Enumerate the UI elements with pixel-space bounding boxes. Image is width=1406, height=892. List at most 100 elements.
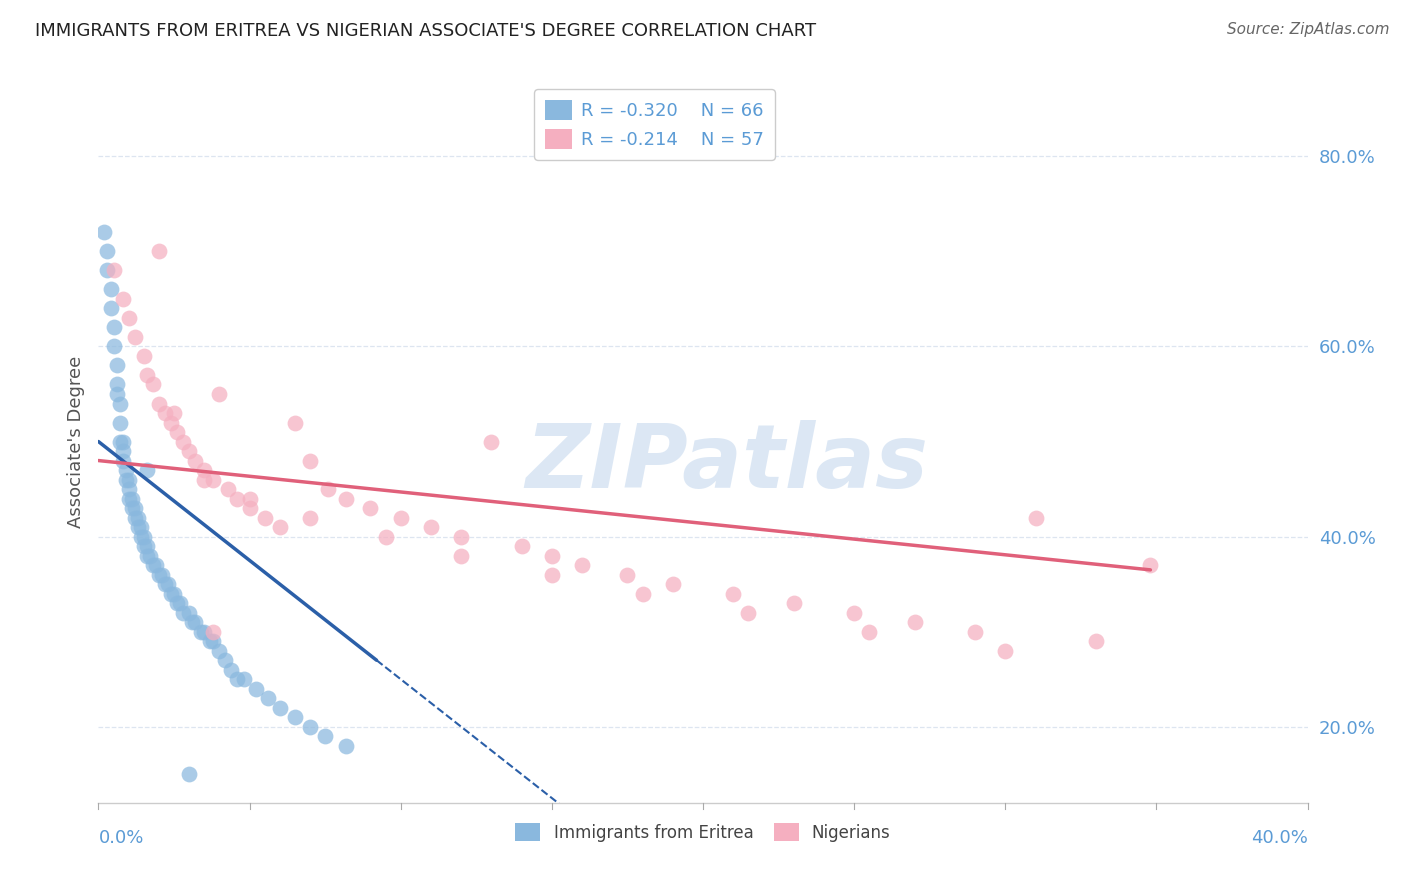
Point [150, 567, 173, 582]
Point [132, 539, 155, 553]
Y-axis label: Associate's Degree: Associate's Degree [66, 355, 84, 528]
Point [172, 606, 194, 620]
Point [105, 377, 128, 392]
Point [132, 349, 155, 363]
Point [179, 767, 201, 781]
Point [232, 672, 254, 686]
Point [184, 615, 207, 630]
Point [253, 510, 276, 524]
Point [118, 473, 141, 487]
Point [118, 491, 141, 506]
Point [163, 587, 186, 601]
Point [299, 510, 322, 524]
Point [103, 339, 125, 353]
Point [121, 501, 143, 516]
Point [540, 549, 562, 563]
Point [202, 473, 225, 487]
Point [994, 643, 1017, 657]
Point [93, 226, 115, 240]
Point [844, 606, 866, 620]
Point [172, 434, 194, 449]
Point [118, 482, 141, 496]
Point [284, 416, 307, 430]
Point [184, 453, 207, 467]
Point [226, 491, 249, 506]
Point [420, 520, 443, 534]
Point [200, 634, 222, 648]
Point [156, 577, 179, 591]
Point [135, 549, 157, 563]
Point [1085, 634, 1108, 648]
Point [142, 558, 165, 573]
Point [105, 387, 128, 401]
Point [193, 624, 215, 639]
Point [181, 615, 204, 630]
Point [269, 520, 291, 534]
Point [166, 596, 188, 610]
Point [540, 567, 562, 582]
Point [153, 577, 176, 591]
Point [111, 453, 134, 467]
Point [737, 606, 759, 620]
Point [661, 577, 683, 591]
Point [127, 510, 149, 524]
Point [616, 567, 638, 582]
Point [179, 606, 201, 620]
Point [335, 491, 357, 506]
Point [148, 567, 170, 582]
Text: 40.0%: 40.0% [1251, 830, 1308, 847]
Point [783, 596, 806, 610]
Point [124, 510, 146, 524]
Point [129, 520, 152, 534]
Point [96, 263, 118, 277]
Text: IMMIGRANTS FROM ERITREA VS NIGERIAN ASSOCIATE'S DEGREE CORRELATION CHART: IMMIGRANTS FROM ERITREA VS NIGERIAN ASSO… [35, 22, 817, 40]
Point [103, 263, 125, 277]
Point [374, 530, 396, 544]
Point [160, 416, 183, 430]
Point [221, 663, 243, 677]
Point [571, 558, 593, 573]
Text: Source: ZipAtlas.com: Source: ZipAtlas.com [1226, 22, 1389, 37]
Point [169, 596, 191, 610]
Point [108, 434, 131, 449]
Point [226, 672, 249, 686]
Point [135, 539, 157, 553]
Point [481, 434, 503, 449]
Point [202, 634, 225, 648]
Point [239, 501, 262, 516]
Point [148, 396, 170, 410]
Point [284, 710, 307, 724]
Point [160, 587, 183, 601]
Point [111, 292, 134, 306]
Point [108, 416, 131, 430]
Point [389, 510, 412, 524]
Point [118, 310, 141, 325]
Point [965, 624, 987, 639]
Point [335, 739, 357, 753]
Point [148, 244, 170, 259]
Point [132, 530, 155, 544]
Point [214, 653, 236, 667]
Point [111, 444, 134, 458]
Point [114, 473, 136, 487]
Point [245, 681, 267, 696]
Point [631, 587, 654, 601]
Point [124, 501, 146, 516]
Point [179, 444, 201, 458]
Point [208, 387, 231, 401]
Text: 0.0%: 0.0% [98, 830, 143, 847]
Point [1139, 558, 1161, 573]
Point [904, 615, 927, 630]
Point [96, 244, 118, 259]
Point [163, 406, 186, 420]
Point [202, 624, 225, 639]
Point [316, 482, 339, 496]
Point [193, 463, 215, 477]
Point [135, 463, 157, 477]
Point [139, 549, 162, 563]
Point [299, 720, 322, 734]
Point [129, 530, 152, 544]
Point [299, 453, 322, 467]
Text: ZIPatlas: ZIPatlas [526, 420, 929, 507]
Point [510, 539, 533, 553]
